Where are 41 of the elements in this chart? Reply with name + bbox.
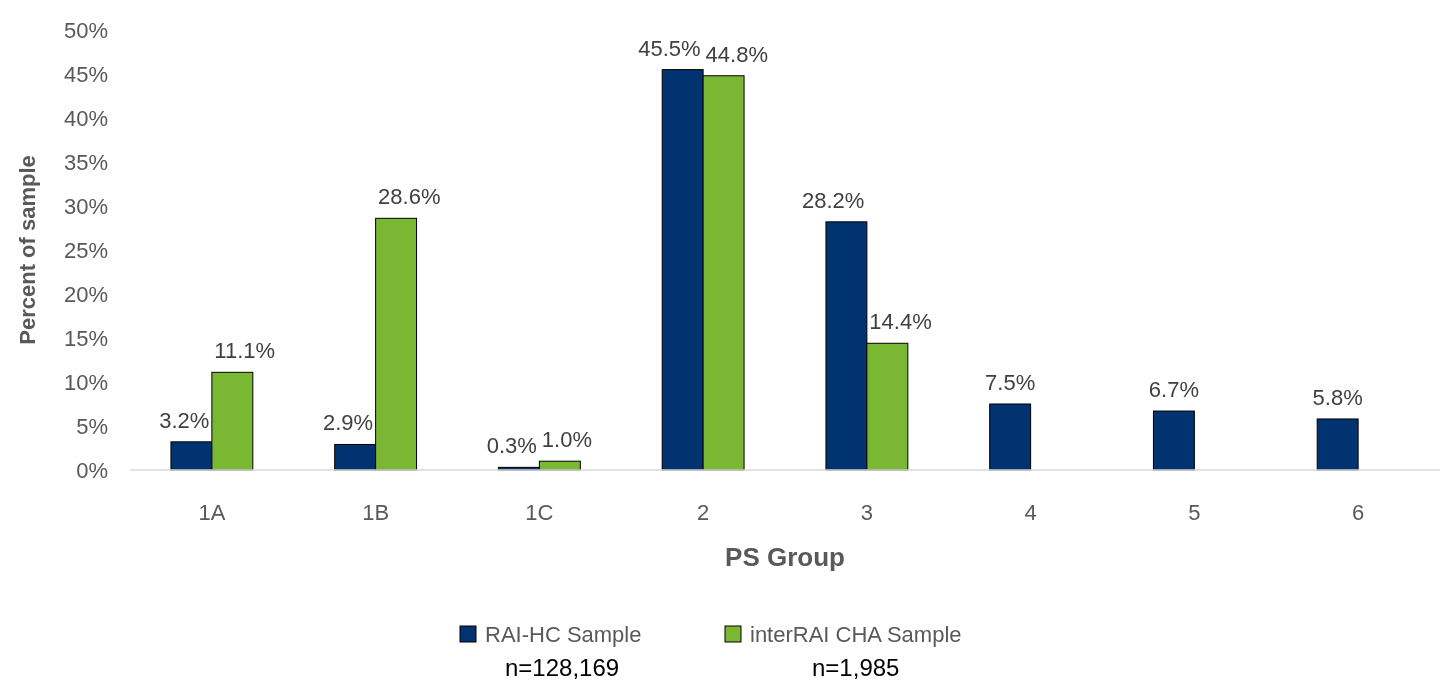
y-tick-label: 20% xyxy=(63,281,108,307)
y-axis-title: Percent of sample xyxy=(15,155,40,345)
data-label: 28.6% xyxy=(378,184,441,210)
y-tick-label: 45% xyxy=(63,61,108,87)
legend-label: interRAI CHA Sample xyxy=(750,622,962,647)
y-tick-label: 25% xyxy=(63,237,108,263)
x-axis-title: PS Group xyxy=(725,542,845,572)
data-label: 44.8% xyxy=(705,41,768,67)
data-label: 1.0% xyxy=(541,427,592,453)
x-tick-label: 2 xyxy=(697,500,710,525)
x-tick-label: 5 xyxy=(1188,500,1201,525)
bar xyxy=(989,403,1032,471)
bar xyxy=(1316,418,1359,471)
y-tick-label: 10% xyxy=(63,369,108,395)
y-tick-label: 15% xyxy=(63,325,108,351)
data-label: 5.8% xyxy=(1312,384,1363,410)
y-tick-label: 50% xyxy=(63,17,108,43)
data-label: 7.5% xyxy=(985,370,1036,395)
y-tick-label: 30% xyxy=(63,193,108,219)
y-tick-label: 5% xyxy=(76,413,108,439)
y-tick-label: 40% xyxy=(63,105,108,131)
data-label: 3.2% xyxy=(159,407,210,433)
text: n=128,169 xyxy=(505,654,620,681)
x-tick-label: 4 xyxy=(1024,500,1037,525)
data-label: 11.1% xyxy=(214,338,276,364)
data-label: 2.9% xyxy=(323,410,374,436)
y-tick-label: 0% xyxy=(76,457,108,483)
x-tick-label: 6 xyxy=(1352,500,1365,525)
data-label: 45.5% xyxy=(638,35,701,61)
x-tick-label: 1B xyxy=(362,500,390,525)
data-label: 28.2% xyxy=(802,187,865,213)
text: n=1,985 xyxy=(812,654,900,681)
x-tick-label: 1C xyxy=(525,500,554,525)
legend-label: RAI-HC Sample xyxy=(485,622,642,647)
y-tick-label: 35% xyxy=(63,149,108,175)
x-tick-label: 1A xyxy=(198,500,226,525)
data-label: 6.7% xyxy=(1148,377,1199,403)
data-label: 14.4% xyxy=(869,309,932,335)
x-tick-label: 3 xyxy=(860,500,873,525)
data-label: 0.3% xyxy=(486,433,537,459)
bar xyxy=(1152,410,1195,471)
